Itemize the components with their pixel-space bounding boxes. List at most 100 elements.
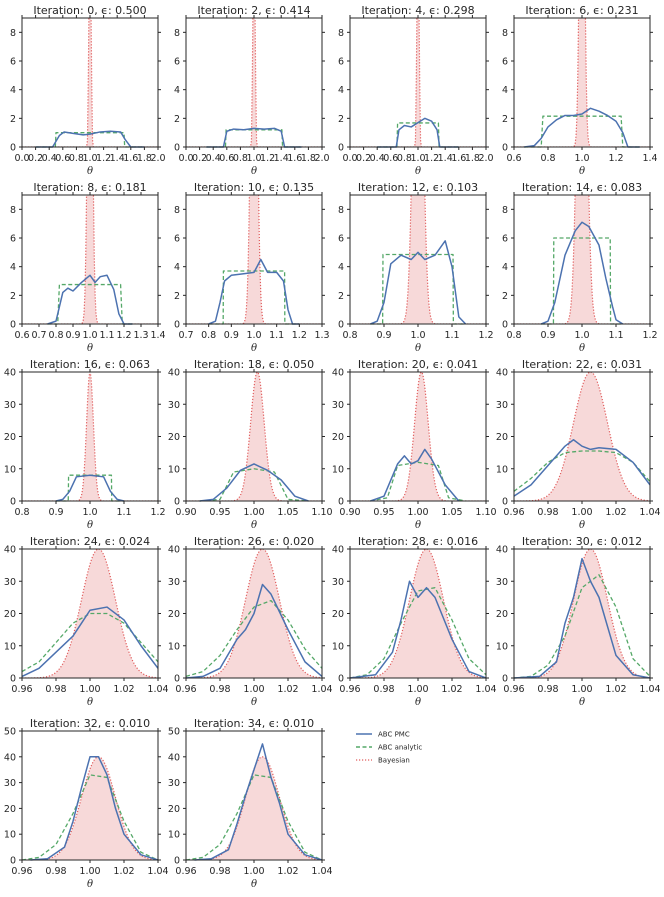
x-tick-label: 1.0 — [246, 330, 261, 341]
x-tick-label: 1.04 — [147, 866, 168, 877]
x-tick-label: 0.4 — [370, 153, 385, 164]
x-tick-label: 1.1 — [608, 330, 623, 341]
x-tick-label: 1.4 — [274, 153, 289, 164]
subplot-13: 0.96 0.98 1.00 1.02 1.04 0 10 20 30 40 Iteration: … — [168, 535, 333, 708]
bayesian-area — [350, 372, 486, 501]
x-tick-label: 1.00 — [407, 507, 428, 518]
subplot-16: 0.96 0.98 1.00 1.02 1.04 0 10 20 30 40 50 Iteration… — [4, 717, 169, 890]
x-tick-label: 1.0 — [574, 330, 589, 341]
x-tick-label: 1.04 — [639, 507, 660, 518]
bayesian-area — [514, 549, 650, 678]
x-tick-label: 0.96 — [503, 507, 524, 518]
y-tick-label: 30 — [496, 400, 508, 411]
x-tick-label: 1.2 — [478, 330, 493, 341]
subplot-8: 0.8 0.9 1.0 1.1 1.2 0 10 20 30 40 Iteration: 16, ϵ… — [4, 358, 166, 531]
x-tick-label: 1.00 — [79, 684, 100, 695]
y-tick-label: 40 — [4, 752, 16, 763]
abc-pmc-line — [540, 221, 624, 325]
x-tick-label: 0.4 — [206, 153, 221, 164]
y-tick-label: 40 — [4, 545, 16, 556]
x-tick-label: 0.6 — [383, 153, 398, 164]
bayesian-area — [186, 195, 322, 324]
y-tick-label: 10 — [168, 830, 180, 841]
subplot-15: 0.96 0.98 1.00 1.02 1.04 0 10 20 30 40 Iteration: … — [496, 535, 661, 708]
x-tick-label: 0.8 — [233, 153, 248, 164]
bayesian-line — [186, 549, 322, 678]
y-tick-label: 0 — [10, 143, 16, 154]
x-tick-label: 0.8 — [506, 330, 521, 341]
abc-analytic-line — [21, 774, 159, 861]
x-tick-label: 0.9 — [48, 507, 63, 518]
y-tick-label: 40 — [496, 545, 508, 556]
y-tick-label: 10 — [332, 464, 344, 475]
y-tick-label: 0 — [174, 143, 180, 154]
x-tick-label: 0.0 — [14, 153, 29, 164]
y-tick-label: 8 — [174, 205, 180, 216]
subplot-10: 0.90 0.95 1.00 1.05 1.10 0 10 20 30 40 Iteration: … — [332, 358, 497, 531]
y-tick-label: 10 — [4, 641, 16, 652]
x-tick-label: 1.04 — [311, 866, 332, 877]
x-tick-label: 0.90 — [175, 507, 196, 518]
x-tick-label: 0.98 — [537, 684, 558, 695]
subplot-6: 0.8 0.9 1.0 1.1 1.2 0 2 4 6 8 Iteration: 12, ϵ: 0.… — [338, 181, 494, 354]
x-tick-label: 0.2 — [356, 153, 371, 164]
x-tick-label: 1.04 — [147, 684, 168, 695]
x-tick-label: 1.2 — [150, 507, 165, 518]
x-tick-label: 1.02 — [605, 507, 626, 518]
x-tick-label: 1.02 — [605, 684, 626, 695]
x-tick-label: 1.02 — [113, 866, 134, 877]
y-tick-label: 6 — [338, 57, 344, 68]
abc-analytic-line — [185, 599, 323, 678]
y-tick-label: 4 — [502, 85, 508, 96]
x-axis-label: θ — [87, 343, 93, 354]
y-tick-label: 40 — [168, 545, 180, 556]
x-axis-label: θ — [87, 879, 93, 890]
x-tick-label: 1.0 — [246, 153, 261, 164]
subplot-title: Iteration: 6, ϵ: 0.231 — [525, 4, 638, 17]
y-tick-label: 0 — [174, 856, 180, 867]
x-tick-label: 1.10 — [311, 507, 332, 518]
x-tick-label: 0.96 — [175, 684, 196, 695]
y-tick-label: 4 — [174, 85, 180, 96]
x-tick-label: 1.02 — [277, 684, 298, 695]
x-tick-label: 0.2 — [28, 153, 43, 164]
legend-label-abc-pmc: ABC PMC — [378, 731, 410, 739]
y-tick-label: 6 — [502, 57, 508, 68]
y-tick-label: 0 — [338, 143, 344, 154]
x-tick-label: 0.8 — [69, 153, 84, 164]
bayesian-area — [22, 549, 158, 678]
subplot-title: Iteration: 22, ϵ: 0.031 — [522, 358, 642, 371]
subplot-9: 0.90 0.95 1.00 1.05 1.10 0 10 20 30 40 Iteration: … — [168, 358, 333, 531]
subplot-12: 0.96 0.98 1.00 1.02 1.04 0 10 20 30 40 Iteration: … — [4, 535, 169, 708]
subplot-0: 0.00.20.40.60.81.01.21.41.61.82.0 0 2 4 6 8 It… — [10, 4, 166, 177]
y-tick-label: 2 — [338, 114, 344, 125]
x-axis-label: θ — [415, 697, 421, 708]
abc-analytic-line — [370, 461, 466, 502]
x-tick-label: 1.04 — [311, 684, 332, 695]
x-tick-label: 1.4 — [150, 330, 165, 341]
y-tick-label: 20 — [496, 609, 508, 620]
subplot-2: 0.00.20.40.60.81.01.21.41.61.82.0 0 2 4 6 8 It… — [338, 4, 494, 177]
x-tick-label: 1.8 — [137, 153, 152, 164]
bayesian-area — [350, 195, 486, 324]
abc-pmc-line — [185, 583, 323, 679]
x-axis-label: θ — [251, 343, 257, 354]
y-tick-label: 20 — [4, 432, 16, 443]
x-tick-label: 1.1 — [444, 330, 459, 341]
y-tick-label: 40 — [168, 752, 180, 763]
subplot-title: Iteration: 32, ϵ: 0.010 — [30, 717, 150, 730]
x-tick-label: 0.2 — [192, 153, 207, 164]
subplot-title: Iteration: 34, ϵ: 0.010 — [194, 717, 314, 730]
y-tick-label: 2 — [10, 291, 16, 302]
y-tick-label: 0 — [502, 674, 508, 685]
x-tick-label: 0.96 — [503, 684, 524, 695]
y-tick-label: 4 — [174, 262, 180, 273]
x-tick-label: 0.96 — [11, 684, 32, 695]
y-tick-label: 40 — [496, 368, 508, 379]
y-tick-label: 0 — [338, 320, 344, 331]
subplot-title: Iteration: 20, ϵ: 0.041 — [358, 358, 478, 371]
x-tick-label: 2.0 — [314, 153, 329, 164]
x-tick-label: 1.2 — [116, 330, 131, 341]
bayesian-area — [350, 18, 486, 147]
subplot-title: Iteration: 0, ϵ: 0.500 — [33, 4, 146, 17]
